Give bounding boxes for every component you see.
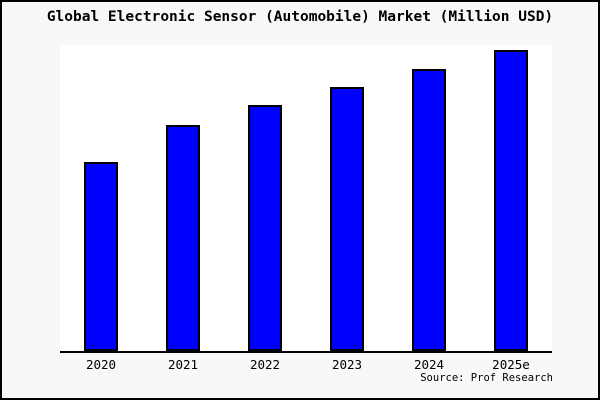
bar-2021 xyxy=(166,125,200,351)
bar-slot xyxy=(306,87,388,351)
bar-2020 xyxy=(84,162,118,351)
source-note: Source: Prof Research xyxy=(420,372,553,384)
x-tick-label-2021: 2021 xyxy=(167,357,199,372)
x-axis-labels: 2020 2021 2022 2023 2024 2025e xyxy=(60,357,552,372)
chart-title: Global Electronic Sensor (Automobile) Ma… xyxy=(46,9,554,25)
x-tick-label-2020: 2020 xyxy=(85,357,117,372)
bar-2025e xyxy=(494,50,528,351)
bar-slot xyxy=(388,69,470,351)
plot-bars xyxy=(60,45,552,351)
bar-slot xyxy=(224,105,306,351)
bar-slot xyxy=(60,162,142,351)
bar-slot xyxy=(142,125,224,351)
x-tick-label-2022: 2022 xyxy=(249,357,281,372)
x-tick-label-2023: 2023 xyxy=(331,357,363,372)
x-tick-label-2025e: 2025e xyxy=(492,357,530,372)
bar-2022 xyxy=(248,105,282,351)
x-tick-label-2024: 2024 xyxy=(413,357,445,372)
bar-slot xyxy=(470,50,552,351)
bar-2023 xyxy=(330,87,364,351)
plot-area xyxy=(60,45,552,353)
bar-2024 xyxy=(412,69,446,351)
